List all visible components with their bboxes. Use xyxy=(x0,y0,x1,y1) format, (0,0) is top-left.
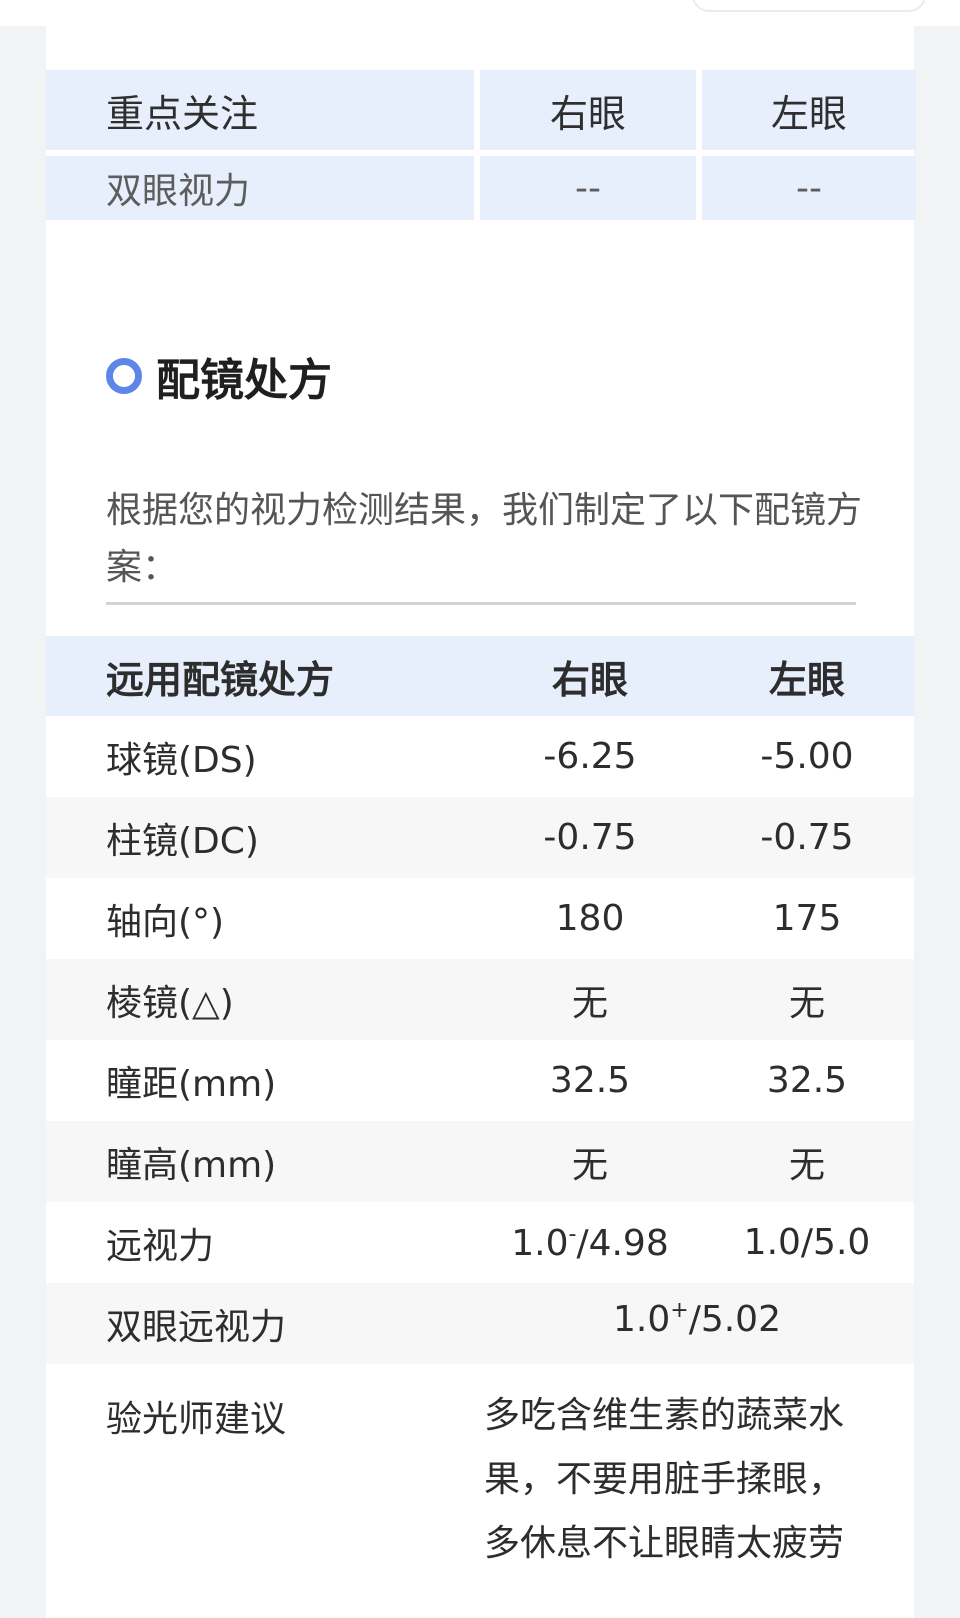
row-label: 柱镜(DC) xyxy=(106,820,259,862)
table-row: 轴向(°) 180 175 xyxy=(46,878,914,959)
binocular-vision-label: 双眼视力 xyxy=(46,156,474,220)
far-vision-left: 1.0/5.0 xyxy=(743,1222,871,1263)
prescription-header-left-eye: 左眼 xyxy=(768,657,845,702)
far-vision-label: 远视力 xyxy=(106,1225,215,1267)
report-card: 重点关注 右眼 左眼 双眼视力 -- -- 配镜处方 根据您的视力检测结果，我们… xyxy=(46,26,916,1618)
binocular-far-vision-value: 1.0+/5.02 xyxy=(480,1298,914,1340)
section-title-text: 配镜处方 xyxy=(156,355,332,406)
row-label: 球镜(DS) xyxy=(106,739,257,781)
far-vision-right-base: 1.0 xyxy=(511,1222,569,1264)
row-label: 棱镜(△) xyxy=(106,982,234,1024)
row-right-value: -6.25 xyxy=(543,736,637,777)
focus-header-left-eye: 左眼 xyxy=(702,70,916,150)
row-left-value: 175 xyxy=(772,898,842,939)
row-left-value: 32.5 xyxy=(766,1060,848,1101)
far-vision-right-tail: /4.98 xyxy=(576,1222,669,1264)
prescription-table: 远用配镜处方 右眼 左眼 球镜(DS) -6.25 -5.00 柱镜(DC) -… xyxy=(46,636,914,1576)
advice-text: 多吃含维生素的蔬菜水果，不要用脏手揉眼，多休息不让眼睛太疲劳 xyxy=(484,1395,845,1564)
row-label: 瞳距(mm) xyxy=(106,1063,277,1105)
binocular-vision-left: -- xyxy=(702,156,916,220)
section-title: 配镜处方 xyxy=(106,344,332,408)
row-left-value: -0.75 xyxy=(760,817,854,858)
table-row: 瞳距(mm) 32.5 32.5 xyxy=(46,1040,914,1121)
binocular-vision-right: -- xyxy=(480,156,696,220)
focus-header-label: 重点关注 xyxy=(46,70,474,150)
far-vision-right: 1.0-/4.98 xyxy=(480,1222,700,1264)
advice-row: 验光师建议 多吃含维生素的蔬菜水果，不要用脏手揉眼，多休息不让眼睛太疲劳 xyxy=(46,1364,914,1576)
table-row: 柱镜(DC) -0.75 -0.75 xyxy=(46,797,914,878)
binocular-far-vision-base: 1.0 xyxy=(613,1298,671,1340)
section-description: 根据您的视力检测结果，我们制定了以下配镜方案： xyxy=(106,490,863,588)
row-right-value: -0.75 xyxy=(543,817,637,858)
row-label: 瞳高(mm) xyxy=(106,1144,277,1186)
advice-label: 验光师建议 xyxy=(106,1399,287,1440)
prescription-header-row: 远用配镜处方 右眼 左眼 xyxy=(46,636,914,716)
top-bar xyxy=(0,0,960,26)
table-row: 球镜(DS) -6.25 -5.00 xyxy=(46,716,914,797)
row-left-value: 无 xyxy=(788,1144,825,1186)
binocular-far-vision-label: 双眼远视力 xyxy=(106,1306,287,1348)
prescription-header-label: 远用配镜处方 xyxy=(106,657,335,702)
row-right-value: 180 xyxy=(555,898,625,939)
binocular-far-vision-row: 双眼远视力 1.0+/5.02 xyxy=(46,1283,914,1364)
far-vision-right-sup: - xyxy=(568,1221,577,1247)
binocular-far-vision-tail: /5.02 xyxy=(688,1298,781,1340)
table-row: 棱镜(△) 无 无 xyxy=(46,959,914,1040)
binocular-far-vision-sup: + xyxy=(670,1297,689,1323)
row-right-value: 无 xyxy=(571,982,608,1024)
row-left-value: 无 xyxy=(788,982,825,1024)
divider xyxy=(106,602,856,605)
prescription-header-right-eye: 右眼 xyxy=(551,657,628,702)
far-vision-row: 远视力 1.0-/4.98 1.0/5.0 xyxy=(46,1202,914,1283)
row-right-value: 无 xyxy=(571,1144,608,1186)
focus-table: 重点关注 右眼 左眼 双眼视力 -- -- xyxy=(46,70,916,220)
search-pill[interactable] xyxy=(692,0,926,12)
table-row: 瞳高(mm) 无 无 xyxy=(46,1121,914,1202)
circle-bullet-icon xyxy=(106,358,142,394)
row-label: 轴向(°) xyxy=(106,901,225,943)
row-right-value: 32.5 xyxy=(549,1060,631,1101)
focus-header-right-eye: 右眼 xyxy=(480,70,696,150)
row-left-value: -5.00 xyxy=(760,736,854,777)
